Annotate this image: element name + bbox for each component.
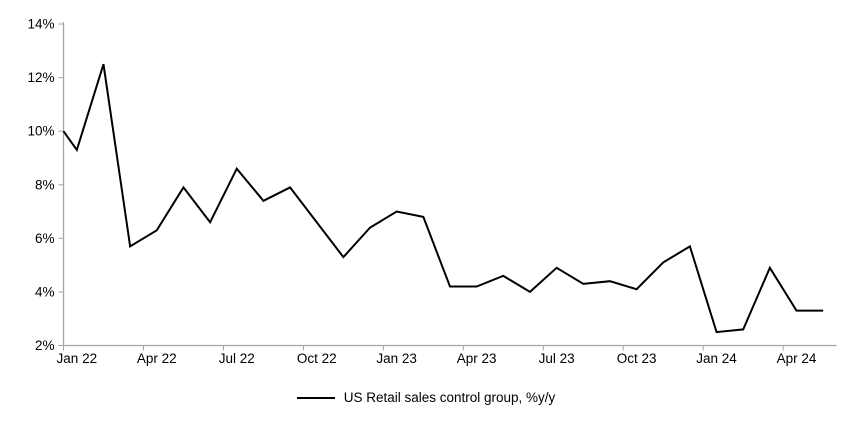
x-axis-label: Oct 23 (617, 351, 657, 366)
y-axis-label: 8% (35, 177, 55, 192)
x-axis-label: Oct 22 (297, 351, 337, 366)
x-axis-label: Jan 23 (376, 351, 417, 366)
x-axis-label: Jul 23 (539, 351, 575, 366)
x-axis-label: Jan 22 (57, 351, 98, 366)
legend-line-icon (296, 396, 335, 399)
y-axis-label: 14% (27, 17, 54, 32)
x-axis-label: Apr 23 (457, 351, 497, 366)
x-axis-label: Jan 24 (696, 351, 737, 366)
y-axis-label: 2% (35, 338, 55, 353)
legend-label: US Retail sales control group, %y/y (343, 390, 556, 405)
x-axis-label: Jul 22 (219, 351, 255, 366)
y-axis-label: 12% (27, 70, 54, 85)
chart-canvas: 2% 4% 6% 8% 10% 12% 14% Jan 22 Apr 22 Jul 22 Oct 2… (27, 17, 837, 366)
x-axis-label: Apr 22 (137, 351, 177, 366)
x-axis-label: Apr 24 (777, 351, 817, 366)
chart-legend: US Retail sales control group, %y/y (0, 390, 852, 405)
y-axis-label: 10% (27, 124, 54, 139)
y-axis-label: 6% (35, 231, 55, 246)
y-axis-label: 4% (35, 284, 55, 299)
data-line-us-retail-control-group (62, 63, 824, 334)
